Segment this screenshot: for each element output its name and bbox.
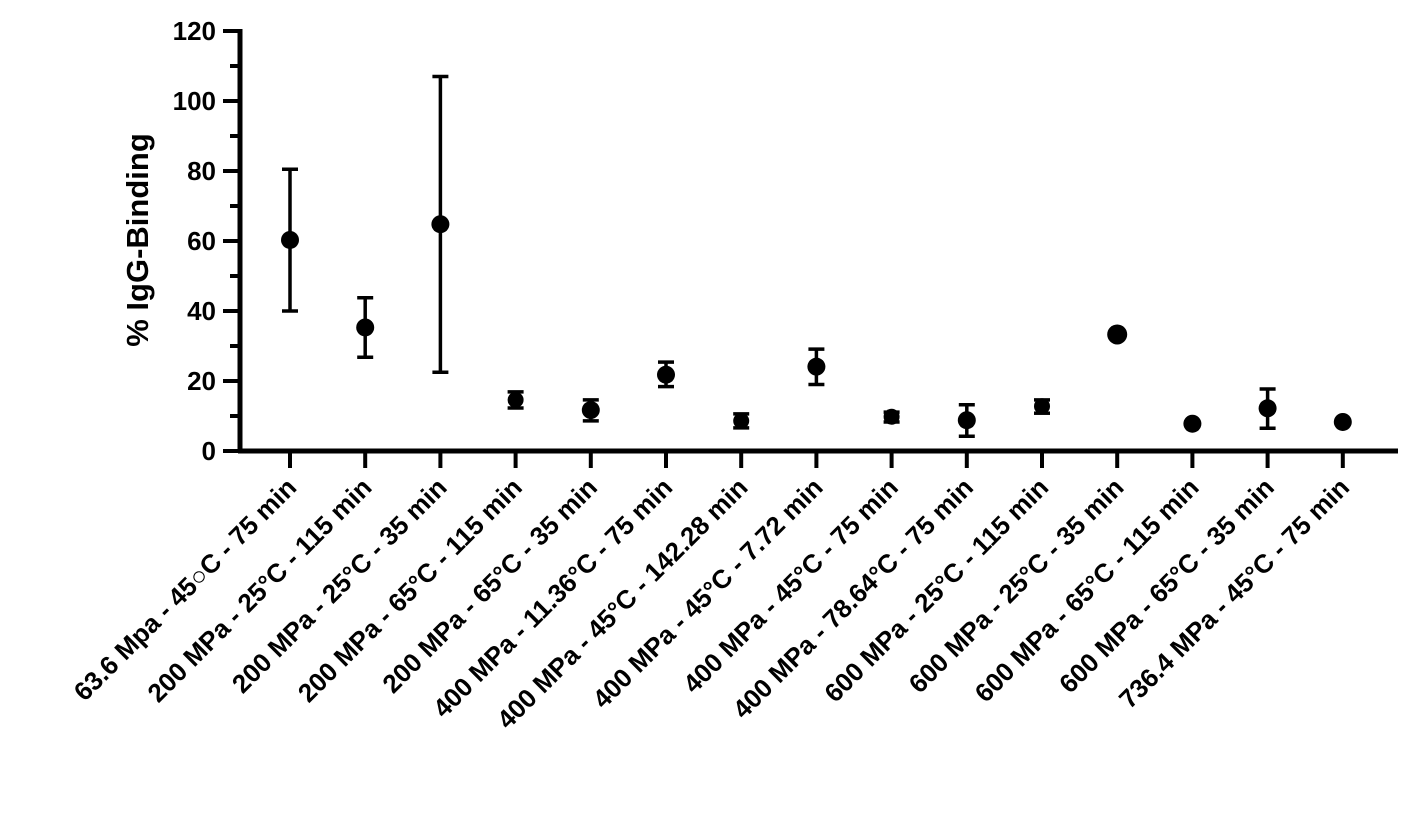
y-tick-label: 60	[187, 226, 216, 256]
y-axis-label: % IgG-Binding	[120, 133, 155, 347]
data-point	[1333, 412, 1352, 431]
x-ticks	[288, 451, 1345, 468]
y-tick-label: 40	[187, 296, 216, 326]
y-minor-ticks	[230, 64, 240, 418]
y-tick-label: 80	[187, 156, 216, 186]
data-point	[1107, 324, 1128, 345]
data-point	[1258, 399, 1277, 418]
y-ticks: 0 20 40 60 80 100 120	[173, 16, 240, 466]
data-point	[581, 401, 600, 420]
y-tick-label: 100	[173, 86, 216, 116]
data-point	[431, 215, 450, 234]
data-points	[281, 74, 1352, 439]
data-point	[356, 318, 375, 337]
data-point	[883, 408, 900, 425]
data-point	[1034, 398, 1050, 415]
y-tick-label: 20	[187, 366, 216, 396]
data-point	[507, 391, 524, 408]
data-point	[281, 230, 299, 249]
data-point	[1183, 414, 1202, 433]
y-tick-label: 120	[173, 16, 216, 46]
data-point	[807, 357, 826, 376]
data-point	[957, 411, 976, 430]
axes	[237, 29, 1398, 454]
data-point	[733, 412, 750, 429]
data-point	[657, 365, 675, 384]
y-tick-label: 0	[202, 436, 216, 466]
